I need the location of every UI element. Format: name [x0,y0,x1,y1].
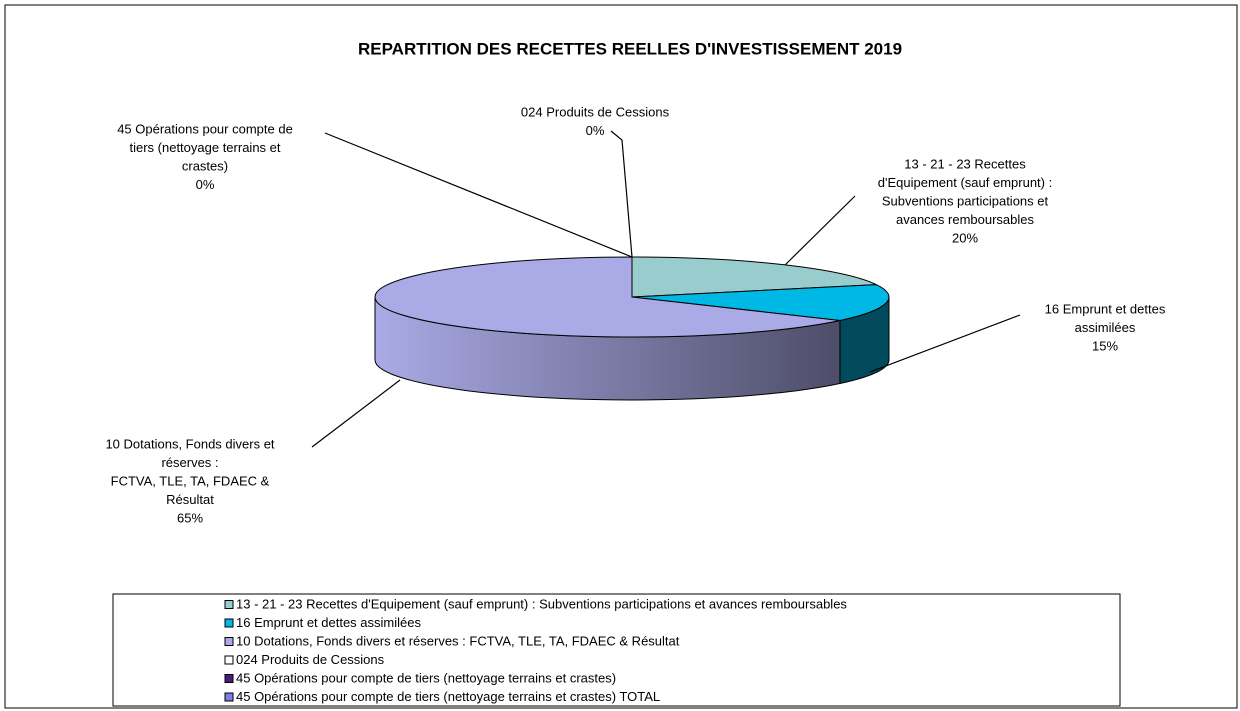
legend-label: 13 - 21 - 23 Recettes d'Equipement (sauf… [236,596,847,611]
leader-line [784,195,856,266]
data-label: 10 Dotations, Fonds divers et [105,436,274,451]
chart-title: REPARTITION DES RECETTES REELLES D'INVES… [358,39,902,58]
data-label: 16 Emprunt et dettes [1045,301,1166,316]
data-label: 15% [1092,338,1118,353]
leader-line [311,379,401,448]
legend-box [112,593,1121,707]
legend-swatch [224,674,234,683]
data-label: 65% [177,510,203,525]
data-label: réserves : [161,455,218,470]
legend-swatch [224,600,234,609]
legend-label: 45 Opérations pour compte de tiers (nett… [236,689,660,704]
data-label: d'Equipement (sauf emprunt) : [878,175,1052,190]
legend-swatch [224,655,234,665]
data-label: avances remboursables [896,212,1035,227]
leader-line [324,132,633,258]
data-label: assimilées [1075,320,1136,335]
data-label: tiers (nettoyage terrains et [129,140,280,155]
data-label: Subventions participations et [882,193,1049,208]
legend-label: 10 Dotations, Fonds divers et réserves :… [236,633,680,648]
legend-swatch [224,692,234,702]
data-label: 13 - 21 - 23 Recettes [904,156,1026,171]
data-label: Résultat [166,492,214,507]
legend-label: 024 Produits de Cessions [236,652,385,667]
data-label: 45 Opérations pour compte de [117,121,293,136]
data-label: 20% [952,230,978,245]
data-label: 0% [196,177,215,192]
legend-label: 16 Emprunt et dettes assimilées [236,615,421,630]
leader-line [610,130,633,258]
data-label: crastes) [182,158,228,173]
leader-line [869,314,1021,373]
legend-swatch [224,618,234,628]
legend-label: 45 Opérations pour compte de tiers (nett… [236,670,616,685]
slice [631,284,890,322]
data-label: 0% [586,123,605,138]
data-label: FCTVA, TLE, TA, FDAEC & [111,473,270,488]
slice [374,256,841,338]
slice [631,256,877,298]
data-label: 024 Produits de Cessions [521,104,670,119]
legend-swatch [224,637,234,646]
